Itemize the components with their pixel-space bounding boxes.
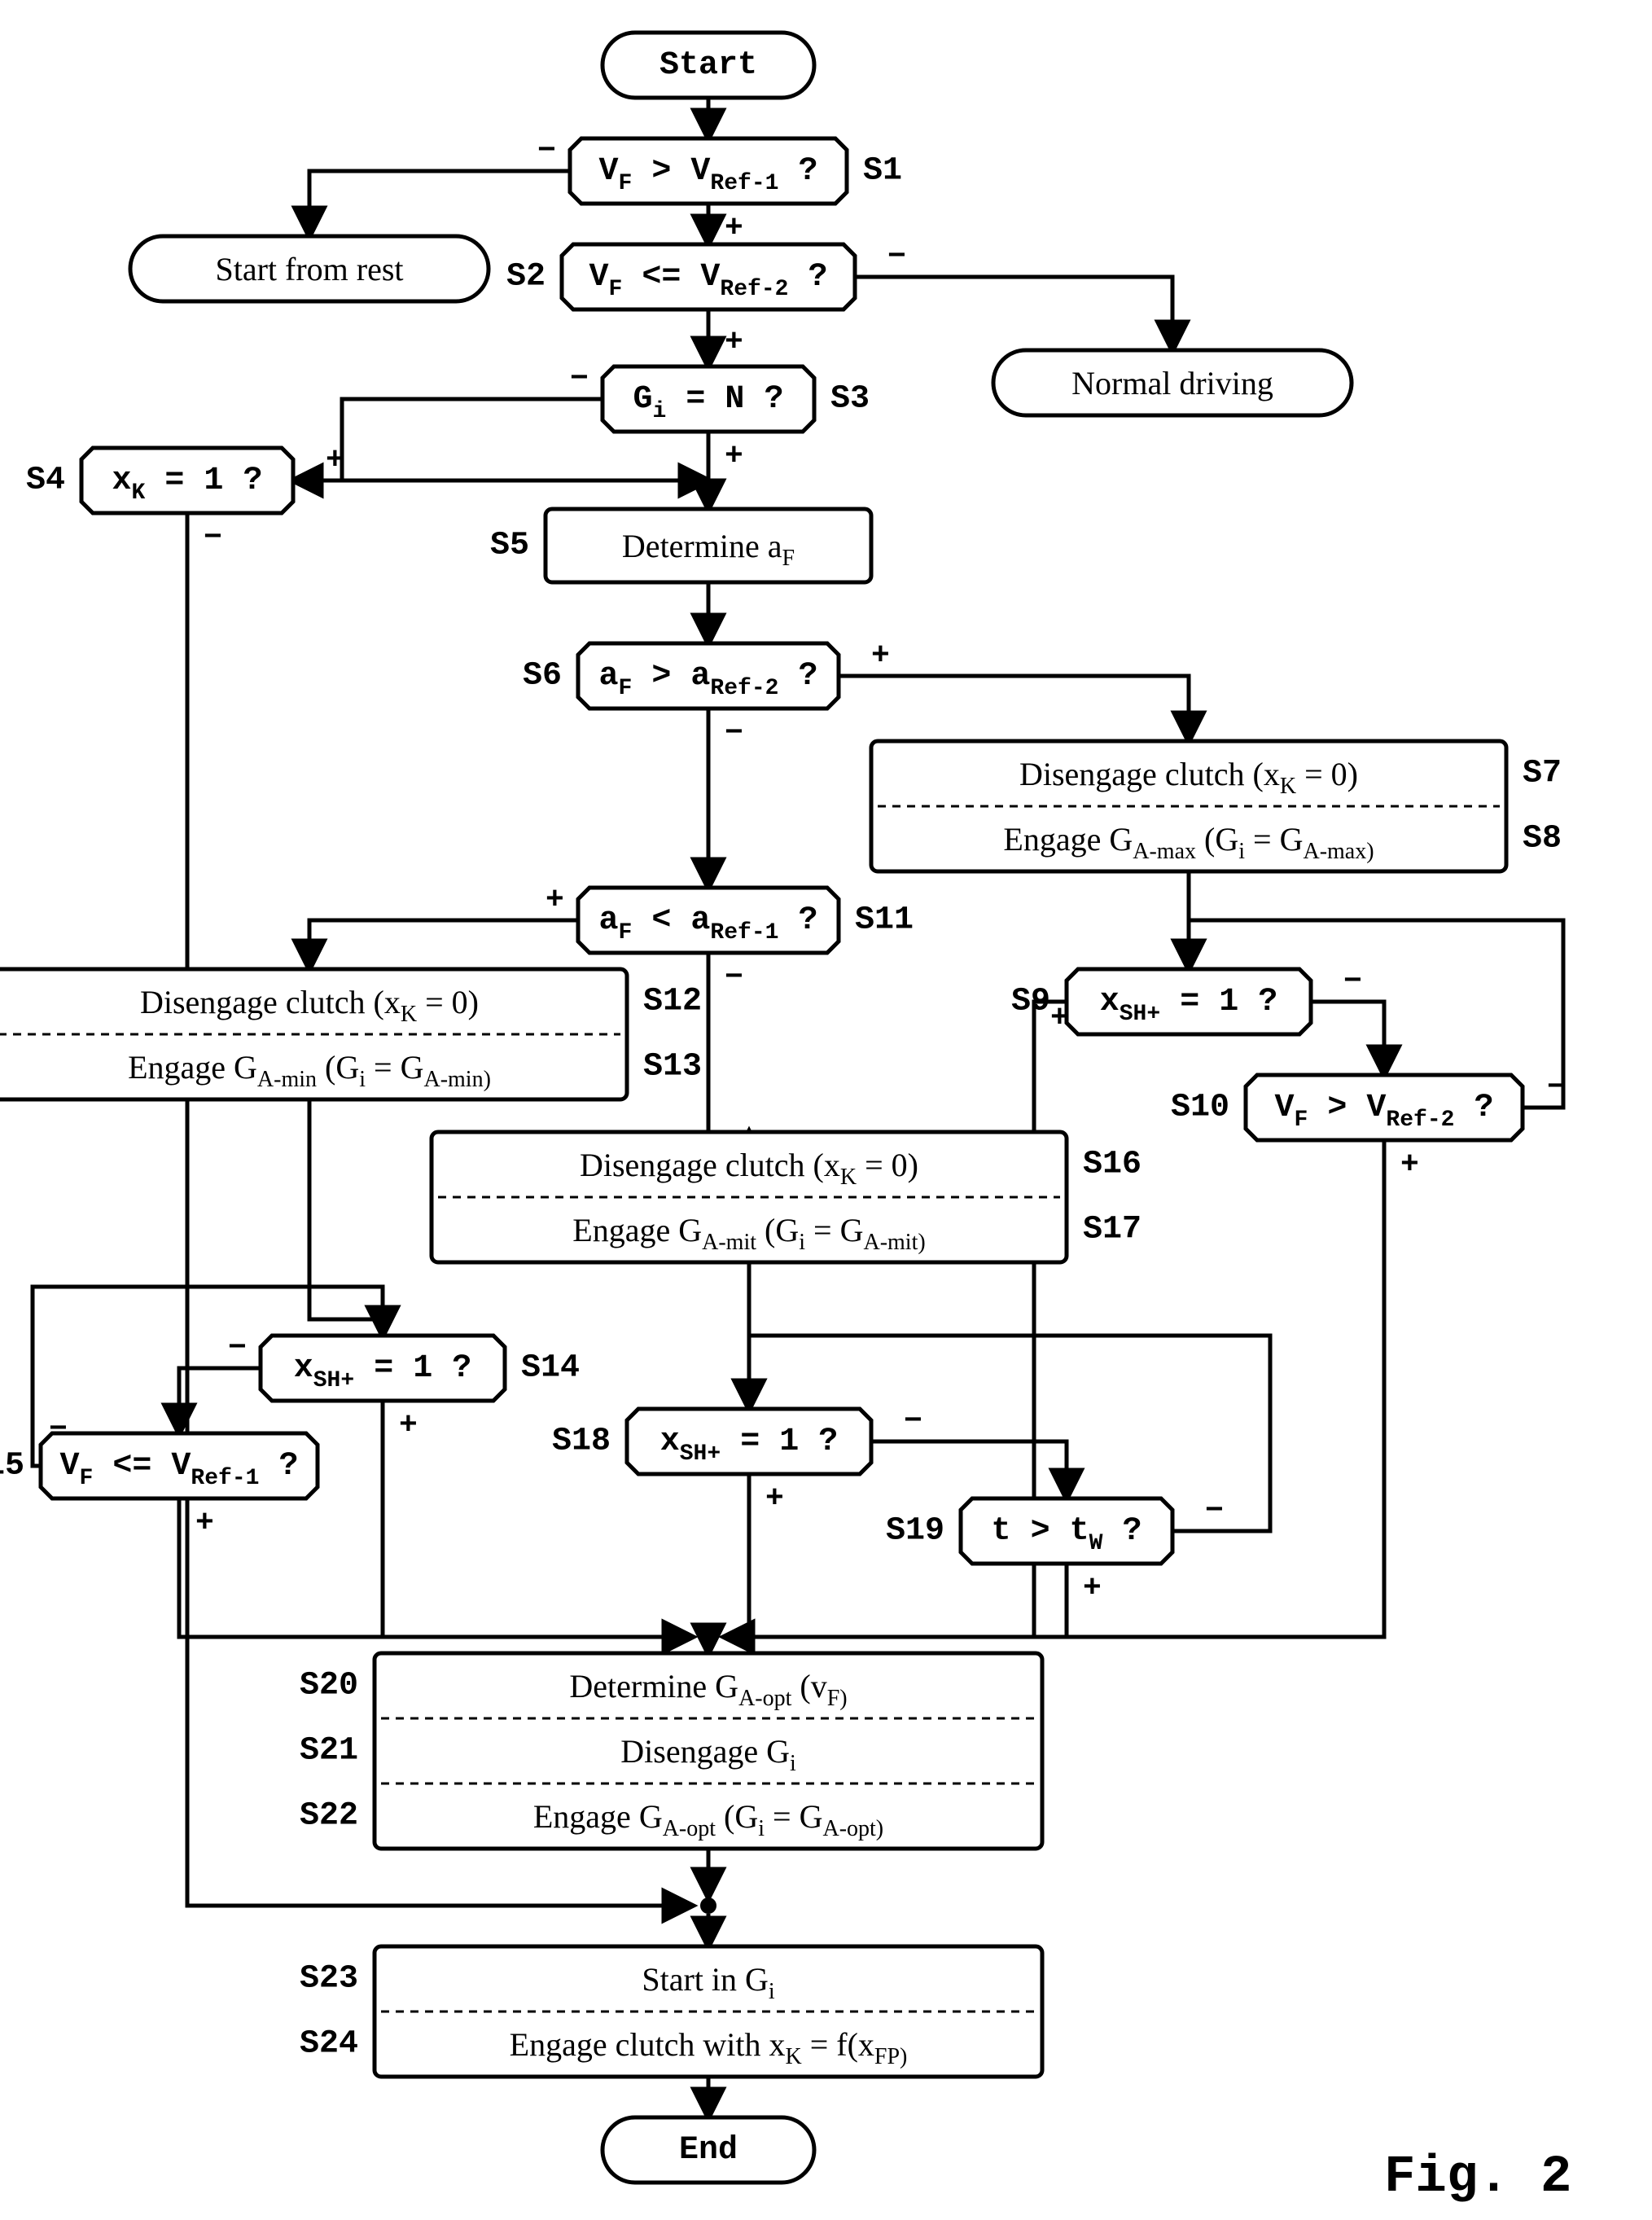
step-label: S22 <box>300 1798 358 1835</box>
step-label: S14 <box>521 1350 580 1387</box>
decision-s14: xSH+ = 1 ?S14 <box>261 1336 580 1401</box>
edge-27 <box>871 1441 1067 1498</box>
step-label: S11 <box>855 902 914 939</box>
decision-s6: aF > aRef-2 ?S6 <box>523 643 839 709</box>
step-label: S17 <box>1083 1212 1142 1248</box>
step-label: S15 <box>0 1448 24 1485</box>
decision-s15: VF <= VRef-1 ?S15 <box>0 1433 318 1498</box>
edge-label: + <box>399 1408 418 1443</box>
edge-label: + <box>871 638 890 673</box>
edge-label: − <box>725 960 743 995</box>
edge-26 <box>725 1474 749 1637</box>
step-label: S4 <box>26 463 65 499</box>
edge-4 <box>855 277 1172 350</box>
process-s5: Determine aFS5 <box>490 509 871 582</box>
edge-label: − <box>228 1331 247 1366</box>
edge-label: − <box>537 134 556 169</box>
svg-text:Normal driving: Normal driving <box>1071 365 1273 401</box>
edge-label: + <box>725 211 743 246</box>
multi-s16s17: Disengage clutch (xK = 0)S16Engage GA-mi… <box>432 1132 1142 1262</box>
terminal-sfr: Start from rest <box>130 236 489 301</box>
edge-label: + <box>1400 1147 1419 1182</box>
step-label: S2 <box>506 259 546 296</box>
edge-label: − <box>887 239 906 274</box>
step-label: S10 <box>1171 1090 1229 1126</box>
junction-j2 <box>700 1898 716 1914</box>
step-label: S6 <box>523 658 562 695</box>
decision-s11: aF < aRef-1 ?S11 <box>578 888 914 953</box>
figure-label: Fig. 2 <box>1384 2148 1571 2207</box>
step-label: S24 <box>300 2026 358 2063</box>
edge-2 <box>309 171 570 236</box>
edge-10 <box>839 676 1189 741</box>
decision-s18: xSH+ = 1 ?S18 <box>552 1409 871 1474</box>
edge-label: + <box>725 325 743 360</box>
edge-label: + <box>1083 1571 1102 1606</box>
edge-label: + <box>546 883 564 918</box>
edge-21 <box>179 1368 261 1433</box>
edge-label: + <box>195 1506 214 1541</box>
decision-s19: t > tW ?S19 <box>886 1498 1172 1564</box>
edge-13 <box>309 920 578 969</box>
decision-s1: VF > VRef-1 ?S1 <box>570 138 902 204</box>
multi-s20s22: Determine GA-opt (vF)S20Disengage GiS21E… <box>300 1653 1042 1849</box>
multi-s12s13: Disengage clutch (xK = 0)S12Engage GA-mi… <box>0 969 702 1099</box>
step-label: S18 <box>552 1424 611 1460</box>
step-label: S8 <box>1523 821 1562 858</box>
edge-label: − <box>1547 1070 1566 1105</box>
decision-s3: Gi = N ?S3 <box>603 366 870 432</box>
terminal-start: Start <box>603 33 814 98</box>
multi-s7s8: Disengage clutch (xK = 0)S7Engage GA-max… <box>871 741 1562 871</box>
multi-s23s24: Start in GiS23Engage clutch with xK = f(… <box>300 1946 1042 2077</box>
decision-s2: VF <= VRef-2 ?S2 <box>506 244 855 309</box>
svg-text:Start from rest: Start from rest <box>215 251 403 287</box>
edge-label: − <box>570 362 589 397</box>
edge-label: − <box>725 716 743 751</box>
edge-29 <box>725 1564 1067 1637</box>
step-label: S9 <box>1011 984 1050 1020</box>
step-label: S23 <box>300 1961 358 1998</box>
decision-s4: xK = 1 ?S4 <box>26 448 293 513</box>
decision-s10: VF > VRef-2 ?S10 <box>1171 1075 1523 1140</box>
step-label: S7 <box>1523 756 1562 792</box>
terminal-end: End <box>603 2117 814 2183</box>
step-label: S21 <box>300 1733 358 1770</box>
edge-label: − <box>904 1404 922 1439</box>
step-label: S20 <box>300 1668 358 1704</box>
edge-label: + <box>326 443 344 478</box>
step-label: S19 <box>886 1513 944 1550</box>
step-label: S12 <box>643 984 702 1020</box>
svg-text:Start: Start <box>659 47 757 84</box>
edge-label: + <box>725 439 743 474</box>
junction-j1 <box>700 1629 716 1645</box>
flowchart-canvas: +−+−+−+−+−+−−−++−−+++−−+ StartVF > VRef-… <box>0 0 1652 2220</box>
step-label: S1 <box>863 153 902 190</box>
edge-24 <box>179 1498 692 1637</box>
svg-text:End: End <box>679 2132 738 2169</box>
edge-label: − <box>1343 964 1362 999</box>
step-label: S16 <box>1083 1147 1142 1183</box>
edge-20 <box>309 1099 383 1336</box>
step-label: S13 <box>643 1049 702 1086</box>
edge-label: + <box>765 1481 784 1516</box>
edge-label: − <box>1205 1494 1224 1529</box>
edge-label: − <box>204 520 222 555</box>
terminal-nd: Normal driving <box>993 350 1352 415</box>
step-label: S3 <box>830 381 870 418</box>
edge-16 <box>1311 1002 1384 1075</box>
step-label: S5 <box>490 528 529 564</box>
